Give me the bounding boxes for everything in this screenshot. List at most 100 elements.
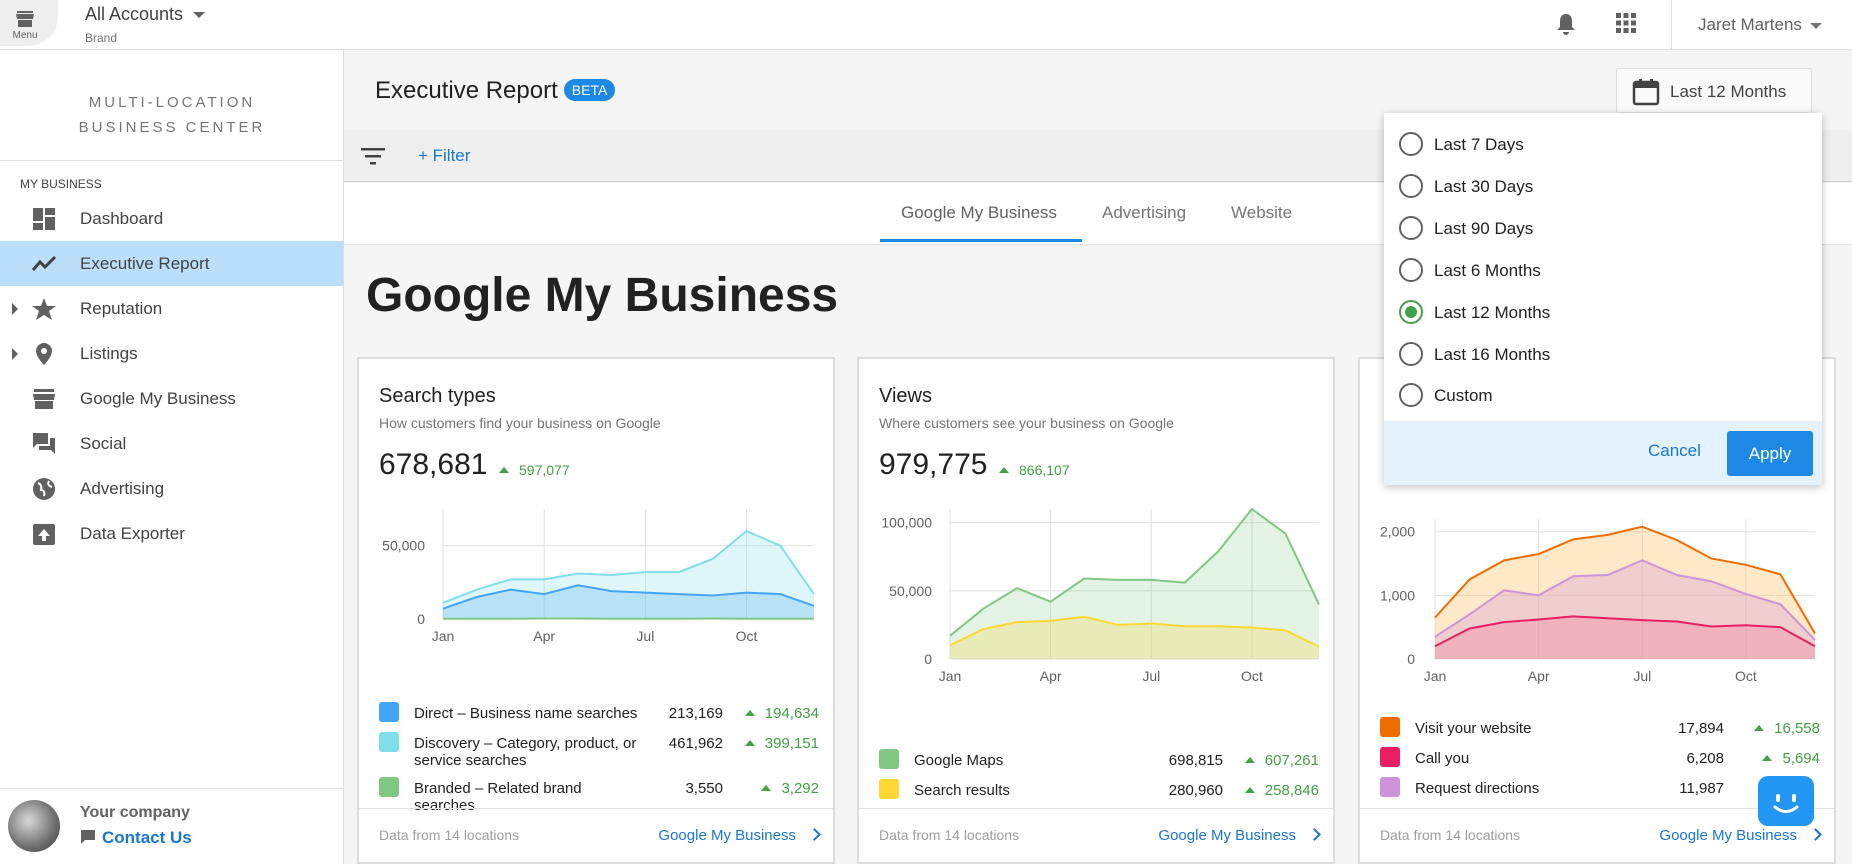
apps-grid-icon[interactable] [1615,12,1637,34]
globe-icon [33,478,55,500]
upload-box-icon [33,524,55,545]
legend-value: 461,962 [668,735,723,752]
radio-button[interactable] [1399,258,1423,282]
legend-swatch [379,777,399,797]
sidebar-item-executive-report[interactable]: Executive Report [0,241,343,286]
sidebar-item-google-my-business[interactable]: Google My Business [0,376,343,421]
legend-value: 280,960 [1168,782,1223,799]
views-chart: 0 50,000 100,000 Jan Apr Jul Oct [881,507,1320,684]
beta-badge: BETA [563,79,616,101]
sidebar-item-label: Dashboard [80,209,164,228]
map-pin-icon [36,343,52,365]
bell-icon[interactable] [1555,12,1577,36]
account-subtitle: Brand [85,31,118,45]
divider [359,808,833,809]
date-range-button[interactable]: Last 12 Months [1616,68,1812,113]
divider [859,808,1333,809]
radio-button[interactable] [1399,216,1423,240]
radio-button[interactable] [1399,132,1423,156]
radio-button-selected[interactable] [1399,300,1423,324]
x-tick-label: Oct [736,628,758,644]
option-label: Last 6 Months [1434,261,1541,280]
sidebar-item-listings[interactable]: Listings [0,331,343,376]
menu-label: Menu [12,30,38,41]
legend-value: 6,208 [1686,750,1724,767]
legend-delta: 194,634 [744,705,819,722]
search-types-chart: 0 50,000 Jan Apr Jul Oct [382,509,815,644]
tab-google-my-business[interactable]: Google My Business [901,203,1057,222]
x-tick-label: Jan [1424,668,1447,684]
sidebar-item-label: Advertising [80,479,165,498]
card-footer-note: Data from 14 locations [1380,827,1521,843]
card-footer-link-label: Google My Business [1659,827,1797,844]
top-bar: Menu All Accounts Brand Jaret Martens [0,0,1852,50]
sidebar-item-social[interactable]: Social [0,421,343,466]
active-tab-indicator [880,239,1082,242]
calendar-icon [1632,79,1660,106]
option-last-7-days[interactable]: Last 7 Days [1399,128,1799,162]
legend-value: 17,894 [1678,720,1724,737]
legend-delta: 607,261 [1244,752,1319,769]
up-arrow-icon [744,710,755,716]
avatar [8,800,60,852]
card-footer-link[interactable]: Google My Business [1158,827,1321,844]
add-filter-button[interactable]: + Filter [418,146,471,165]
legend-swatch [1380,747,1400,767]
option-custom[interactable]: Custom [1399,379,1799,413]
radio-button[interactable] [1399,174,1423,198]
sidebar-item-dashboard[interactable]: Dashboard [0,196,343,241]
option-last-12-months[interactable]: Last 12 Months [1399,296,1799,330]
x-tick-label: Apr [533,628,555,644]
y-tick-label: 100,000 [881,515,932,531]
apply-button[interactable]: Apply [1727,431,1813,476]
storefront-icon [33,389,55,409]
chat-icon [81,830,95,844]
up-arrow-icon [1244,757,1255,763]
up-arrow-icon [499,467,509,473]
radio-button[interactable] [1399,383,1423,407]
option-last-16-months[interactable]: Last 16 Months [1399,338,1799,372]
x-tick-label: Oct [1735,668,1757,684]
user-menu[interactable]: Jaret Martens [1698,15,1822,35]
contact-us-link[interactable]: Contact Us [80,828,192,848]
series-line [1434,615,1816,648]
sidebar-item-reputation[interactable]: Reputation [0,286,343,331]
option-last-30-days[interactable]: Last 30 Days [1399,170,1799,204]
tab-website[interactable]: Website [1231,203,1293,222]
legend-name: Search results [914,782,1010,799]
dropdown-footer: Cancel Apply [1384,421,1822,485]
radio-button[interactable] [1399,342,1423,366]
legend-item: Search results 280,960 258,846 [879,779,1319,809]
option-last-90-days[interactable]: Last 90 Days [1399,212,1799,246]
legend-name: Discovery – Category, product, or servic… [414,735,637,769]
date-range-dropdown: Last 7 Days Last 30 Days Last 90 Days La… [1384,113,1822,485]
legend-item: Branded – Related brand searches 3,550 3… [379,777,819,814]
smiley-face-icon [1773,794,1799,813]
tab-advertising[interactable]: Advertising [1102,203,1187,222]
menu-button[interactable]: Menu [0,0,58,46]
divider [1671,0,1672,50]
expand-arrow-icon[interactable] [12,303,18,315]
x-tick-label: Oct [1241,668,1263,684]
x-tick-label: Jul [636,628,654,644]
sidebar-item-label: Listings [80,344,138,363]
card-footer-link[interactable]: Google My Business [1659,827,1822,844]
filter-icon[interactable] [361,146,385,166]
chat-bot-button[interactable] [1758,776,1814,826]
dashboard-icon [33,208,55,230]
sidebar-item-advertising[interactable]: Advertising [0,466,343,511]
option-last-6-months[interactable]: Last 6 Months [1399,254,1799,288]
section-heading: MY BUSINESS [20,177,102,191]
cancel-button[interactable]: Cancel [1648,441,1701,460]
legend-name: Request directions [1415,780,1540,797]
up-arrow-icon [744,740,755,746]
y-tick-label: 50,000 [889,583,932,599]
up-arrow-icon [999,467,1009,473]
sidebar-item-data-exporter[interactable]: Data Exporter [0,511,343,556]
caret-down-icon [1809,22,1822,29]
card-footer-link[interactable]: Google My Business [658,827,821,844]
card-subtitle: Where customers see your business on Goo… [879,415,1174,431]
expand-arrow-icon[interactable] [12,348,18,360]
card-footer-link-label: Google My Business [1158,827,1296,844]
account-switcher[interactable]: All Accounts Brand [85,4,206,45]
